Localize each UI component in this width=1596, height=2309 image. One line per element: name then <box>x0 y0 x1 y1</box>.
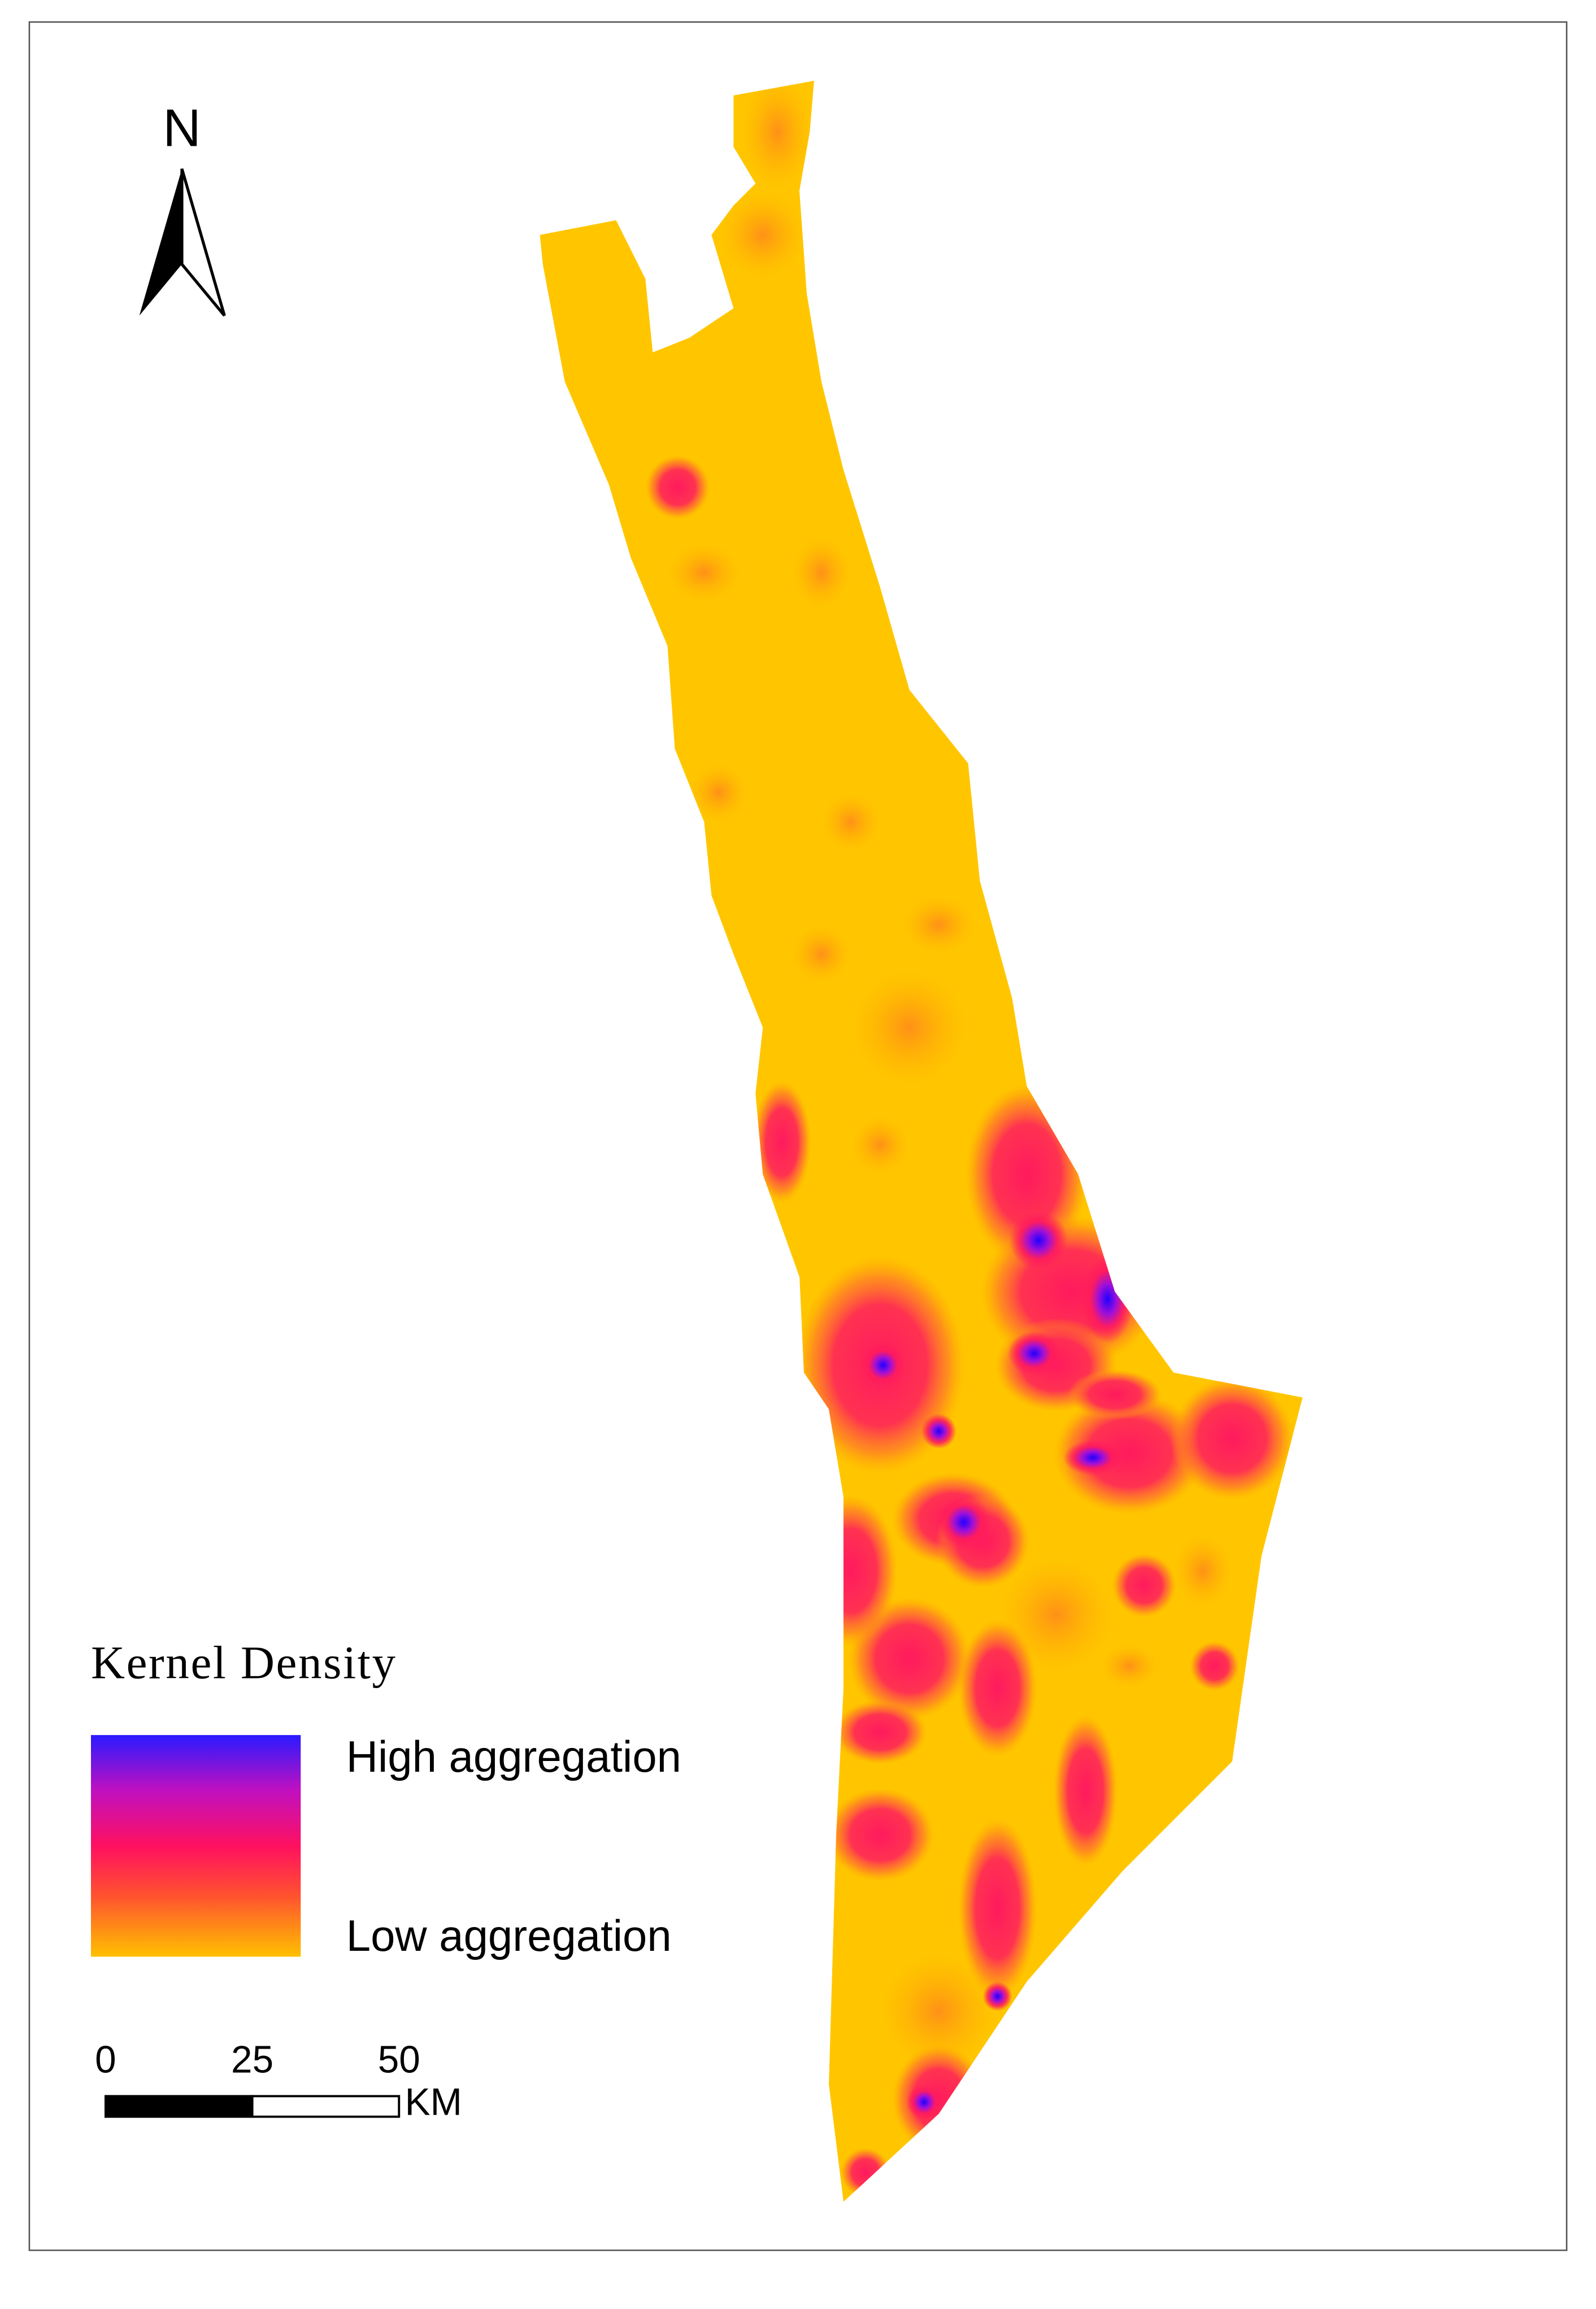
scale-tick-label: 25 <box>231 2038 273 2081</box>
scale-unit: KM <box>405 2081 462 2124</box>
legend: Kernel Density High aggregation Low aggr… <box>90 1637 681 1960</box>
legend-low: Low aggregation <box>346 1911 672 1960</box>
scale-tick-label: 0 <box>95 2038 116 2081</box>
legend-high: High aggregation <box>346 1732 681 1781</box>
arrow-right <box>180 168 226 317</box>
north-label: N <box>163 98 201 158</box>
scale-segment <box>251 2095 401 2118</box>
scale-tick-label: 50 <box>378 2038 420 2081</box>
legend-ramp <box>90 1735 301 1957</box>
frame <box>28 21 1568 2251</box>
arrow-left <box>139 168 182 316</box>
scale-segment <box>105 2095 254 2118</box>
legend-title: Kernel Density <box>91 1637 397 1689</box>
region-fill <box>540 80 1303 2202</box>
density-surface <box>540 80 1303 2202</box>
low-density-spots <box>667 80 1233 2070</box>
north-arrow: N <box>139 98 226 317</box>
